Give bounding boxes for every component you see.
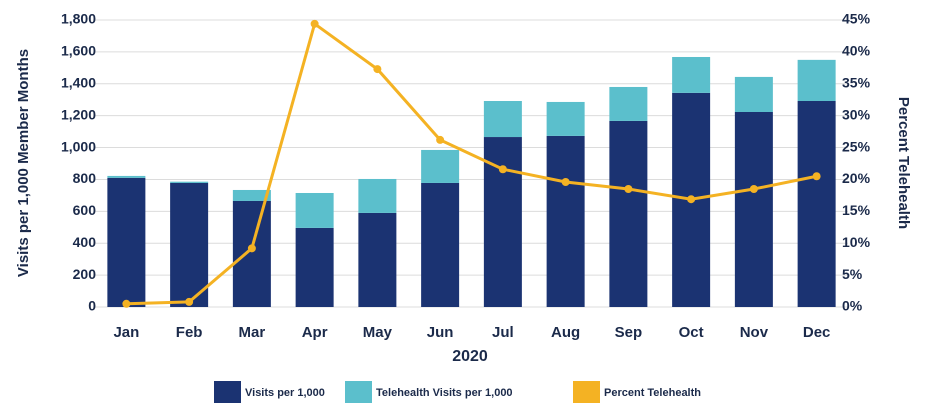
y2-tick-label: 15% [842,202,871,218]
bar [421,182,460,307]
line [126,21,817,306]
legend-swatch [345,381,372,403]
x-tick-label: Mar [239,324,266,341]
y-tick-label: 1,000 [61,138,96,154]
bar [421,149,460,183]
legend-swatch [214,381,241,403]
y2-tick-label: 45% [842,11,871,27]
line-point [122,299,131,308]
bar [609,86,648,121]
y-tick-label: 0 [88,298,96,314]
x-tick-label: Aug [551,324,580,341]
y-tick-label: 1,200 [61,106,96,122]
bar [232,189,271,201]
y-tick-label: 1,600 [61,43,96,59]
legend-swatch [573,381,600,403]
line-point [624,185,633,194]
bar [358,212,397,307]
y2-tick-label: 25% [842,138,871,154]
y2-tick-label: 35% [842,74,871,90]
bar [734,76,773,112]
x-tick-label: May [363,324,393,341]
x-tick-label: Nov [740,324,769,341]
x-tick-label: Jun [427,324,454,341]
y2-tick-label: 0% [842,298,863,314]
y-tick-label: 200 [73,266,97,282]
bar [672,56,711,93]
bar [609,120,648,307]
bar [107,175,146,178]
legend-label: Telehealth Visits per 1,000 [376,387,513,399]
bar [483,100,522,138]
line-point [561,177,570,186]
y-tick-label: 600 [73,202,97,218]
bar [170,181,209,183]
legend-label: Visits per 1,000 [245,387,325,399]
bar [546,135,585,307]
x-tick-label: Sep [615,324,643,341]
x-tick-label: Apr [302,324,328,341]
y2-tick-label: 30% [842,106,871,122]
line-point [436,135,445,144]
y-tick-label: 400 [73,234,97,250]
x-axis-label: 2020 [452,348,488,365]
bar [107,177,146,307]
line-point [749,185,758,194]
bar [170,182,209,307]
y2-tick-label: 20% [842,170,871,186]
x-tick-label: Feb [176,324,203,341]
x-tick-label: Jan [113,324,139,341]
bar [295,227,334,307]
line-point [498,165,507,174]
line-point [687,195,696,204]
y2-tick-label: 10% [842,234,871,250]
y2-tick-label: 40% [842,43,871,59]
bar [797,59,836,101]
bar [358,178,397,213]
bar [295,192,334,228]
line-point [185,297,194,306]
y-tick-label: 1,800 [61,11,96,27]
line-point [247,244,256,253]
x-tick-label: Jul [492,324,514,341]
line-point [812,172,821,181]
line-point [310,19,319,28]
y-axis-label: Visits per 1,000 Member Months [15,49,32,277]
bar [546,101,585,136]
y2-tick-label: 5% [842,266,863,282]
bar [734,111,773,307]
bar [232,200,271,307]
y-tick-label: 1,400 [61,74,96,90]
bar [797,100,836,308]
y2-axis-label: Percent Telehealth [895,97,912,229]
x-tick-label: Oct [679,324,704,341]
legend-label: Percent Telehealth [604,387,701,399]
line-point [373,65,382,74]
y-tick-label: 800 [73,170,97,186]
x-tick-label: Dec [803,324,831,341]
